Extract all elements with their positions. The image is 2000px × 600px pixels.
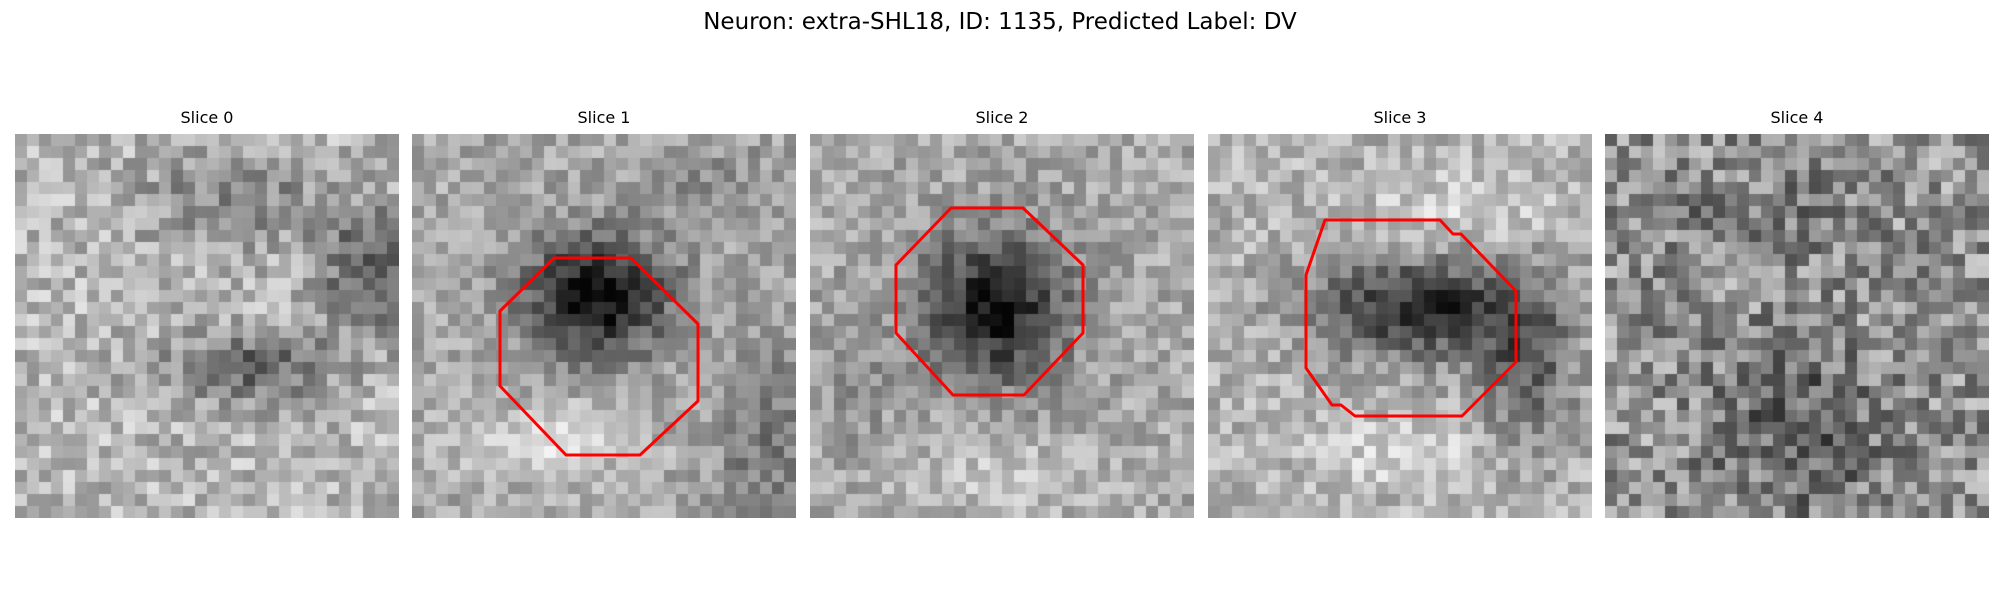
slice-image [1208,134,1592,518]
slice-panel-3: Slice 3 [1208,108,1592,518]
slice-label: Slice 0 [180,108,234,127]
slice-panel-0: Slice 0 [15,108,399,518]
roi-outline [894,206,1085,397]
slice-panel-4: Slice 4 [1605,108,1989,518]
slice-panel-1: Slice 1 [412,108,796,518]
slice-image [810,134,1194,518]
slice-label: Slice 2 [975,108,1029,127]
roi-outline [498,256,700,457]
figure-title: Neuron: extra-SHL18, ID: 1135, Predicted… [703,9,1297,35]
slice-label: Slice 4 [1770,108,1824,127]
slice-image [15,134,399,518]
slice-panel-2: Slice 2 [810,108,1194,518]
slice-label: Slice 1 [577,108,631,127]
slice-label: Slice 3 [1373,108,1427,127]
roi-outline [1304,218,1518,418]
slice-image [1605,134,1989,518]
